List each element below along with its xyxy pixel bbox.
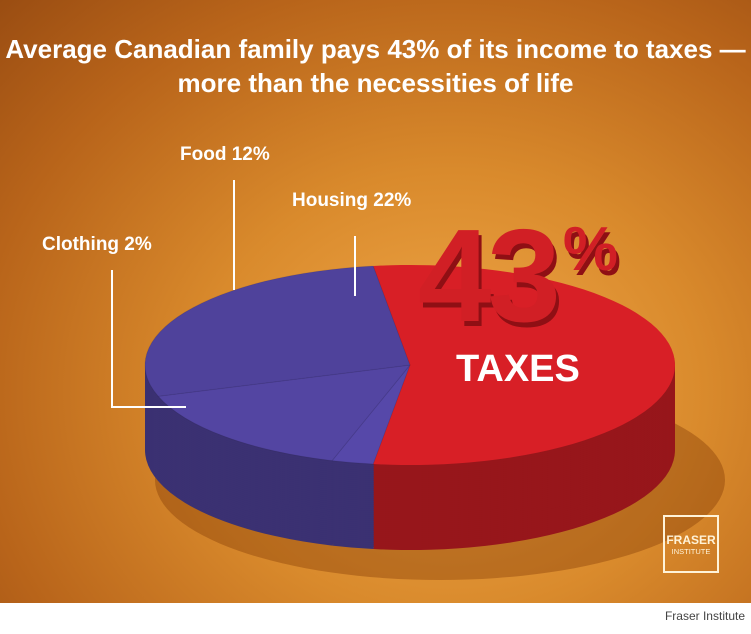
percent-sign: % — [562, 215, 618, 284]
taxes-value: 43 — [418, 202, 561, 349]
logo-line2: INSTITUTE — [671, 547, 711, 556]
label-clothing: Clothing 2% — [42, 234, 152, 255]
label-taxes: TAXES — [456, 348, 580, 390]
label-taxes-percent: 43% — [418, 200, 618, 351]
clothing-leader-line-h — [111, 406, 186, 408]
pie-slice-housing — [144, 265, 411, 397]
image-caption: Fraser Institute — [664, 609, 745, 623]
housing-leader-line — [354, 236, 356, 296]
pie-slice-taxes — [373, 264, 675, 466]
pie-chart — [144, 264, 725, 580]
label-housing: Housing 22% — [292, 190, 412, 211]
chart-title: Average Canadian family pays 43% of its … — [5, 34, 746, 98]
label-food: Food 12% — [180, 144, 270, 165]
fraser-institute-logo: FRASER INSTITUTE — [663, 515, 719, 573]
clothing-leader-line — [111, 270, 113, 408]
logo-line1: FRASER — [666, 533, 716, 547]
pie-slice-food — [157, 364, 412, 462]
infographic: Average Canadian family pays 43% of its … — [0, 0, 751, 603]
food-leader-line — [233, 180, 235, 290]
pie-slice-clothing — [331, 364, 411, 465]
